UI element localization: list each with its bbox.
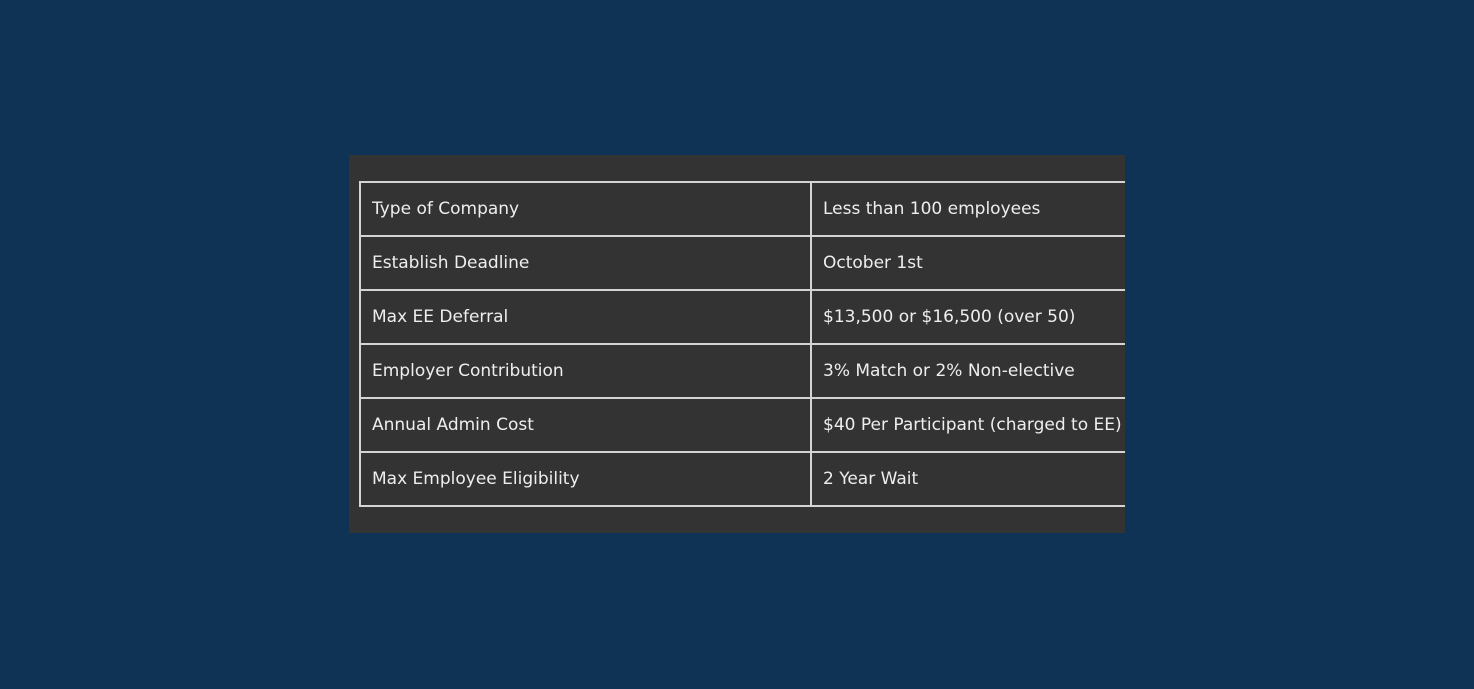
plan-details-table: Type of Company Less than 100 employees … (359, 181, 1125, 507)
table-row: Max Employee Eligibility 2 Year Wait (359, 451, 1125, 507)
row-label-cell: Annual Admin Cost (359, 397, 812, 453)
table-row: Type of Company Less than 100 employees (359, 181, 1125, 237)
row-value-cell: Less than 100 employees (810, 181, 1125, 237)
row-label-cell: Type of Company (359, 181, 812, 237)
row-value-cell: 2 Year Wait (810, 451, 1125, 507)
content-panel: Type of Company Less than 100 employees … (349, 155, 1125, 533)
table-row: Max EE Deferral $13,500 or $16,500 (over… (359, 289, 1125, 345)
table-row: Annual Admin Cost $40 Per Participant (c… (359, 397, 1125, 453)
plan-details-table-body: Type of Company Less than 100 employees … (359, 181, 1125, 507)
row-label-cell: Employer Contribution (359, 343, 812, 399)
row-label-cell: Max EE Deferral (359, 289, 812, 345)
row-label-cell: Max Employee Eligibility (359, 451, 812, 507)
row-value-cell: $40 Per Participant (charged to EE) (810, 397, 1125, 453)
table-row: Establish Deadline October 1st (359, 235, 1125, 291)
row-value-cell: $13,500 or $16,500 (over 50) (810, 289, 1125, 345)
table-row: Employer Contribution 3% Match or 2% Non… (359, 343, 1125, 399)
row-value-cell: October 1st (810, 235, 1125, 291)
row-value-cell: 3% Match or 2% Non-elective (810, 343, 1125, 399)
row-label-cell: Establish Deadline (359, 235, 812, 291)
